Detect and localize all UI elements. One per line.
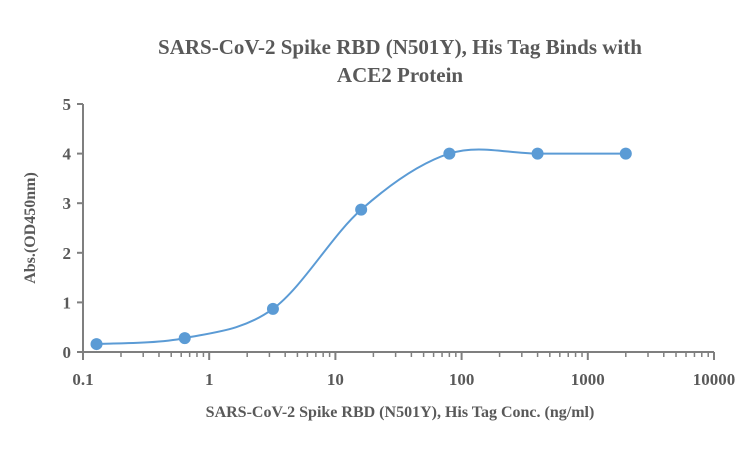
x-tick-label: 10000 <box>693 370 736 389</box>
x-tick-label: 0.1 <box>72 370 93 389</box>
fit-curve <box>96 148 626 346</box>
chart-title-line-2: ACE2 Protein <box>337 63 464 87</box>
x-tick-label: 1000 <box>571 370 605 389</box>
data-point <box>443 147 456 160</box>
x-tick-label: 10 <box>327 370 344 389</box>
data-point <box>355 203 368 216</box>
data-point <box>266 302 279 315</box>
y-tick-label: 3 <box>63 194 72 213</box>
y-tick-label: 1 <box>63 293 72 312</box>
y-tick-label: 2 <box>63 244 72 263</box>
data-point <box>90 338 103 351</box>
data-point <box>178 332 191 345</box>
y-axis-label: Abs.(OD450nm) <box>22 172 39 284</box>
y-tick-label: 5 <box>63 95 72 114</box>
data-point <box>531 147 544 160</box>
data-point <box>619 147 632 160</box>
y-tick-label: 4 <box>63 145 72 164</box>
x-axis-label: SARS-CoV-2 Spike RBD (N501Y), His Tag Co… <box>206 404 595 421</box>
x-tick-label: 100 <box>449 370 475 389</box>
y-tick-label: 0 <box>63 343 72 362</box>
chart-title-line-1: SARS-CoV-2 Spike RBD (N501Y), His Tag Bi… <box>158 35 642 59</box>
x-tick-label: 1 <box>205 370 214 389</box>
